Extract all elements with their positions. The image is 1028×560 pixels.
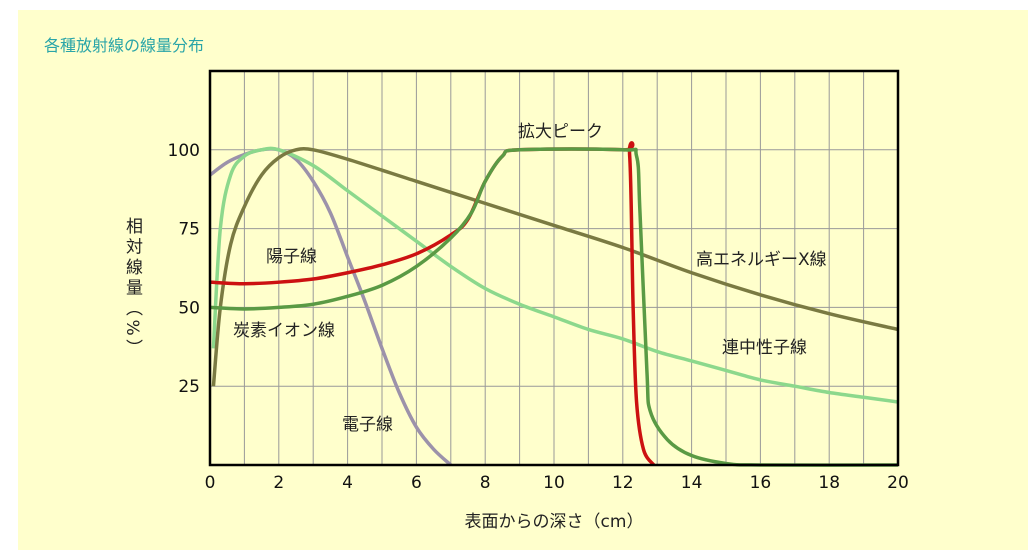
x-tick-label: 2 [273,473,284,493]
annotation-spread-peak: 拡大ピーク [518,122,603,142]
series-line-neutron [211,146,899,404]
y-tick-label: 100 [168,141,200,161]
series-label-neutron: 連中性子線 [722,338,807,358]
chart-title: 各種放射線の線量分布 [44,36,205,55]
x-axis-label: 表面からの深さ（cm） [465,512,644,532]
x-tick-label: 14 [681,473,703,493]
y-tick-label: 50 [178,298,200,318]
x-tick-label: 4 [342,473,353,493]
y-axis-label: 相対線量（%） [122,217,142,360]
chart-panel [18,10,1028,550]
x-tick-label: 20 [887,473,909,493]
x-tick-label: 10 [543,473,565,493]
y-tick-label: 75 [178,220,200,240]
series-line-proton [209,141,656,467]
series-label-carbon: 炭素イオン線 [233,321,335,341]
series-label-proton: 陽子線 [266,247,317,267]
x-tick-label: 0 [205,473,216,493]
x-tick-label: 18 [818,473,840,493]
series-line-xray [211,146,899,387]
x-tick-label: 6 [411,473,422,493]
series-line-carbon [209,147,899,467]
x-tick-label: 12 [612,473,634,493]
series-label-electron: 電子線 [342,415,393,435]
y-tick-label: 25 [178,377,200,397]
x-tick-label: 16 [750,473,772,493]
x-tick-label: 8 [480,473,491,493]
series-label-xray: 高エネルギーX線 [696,250,827,270]
plot-frame [208,69,900,467]
